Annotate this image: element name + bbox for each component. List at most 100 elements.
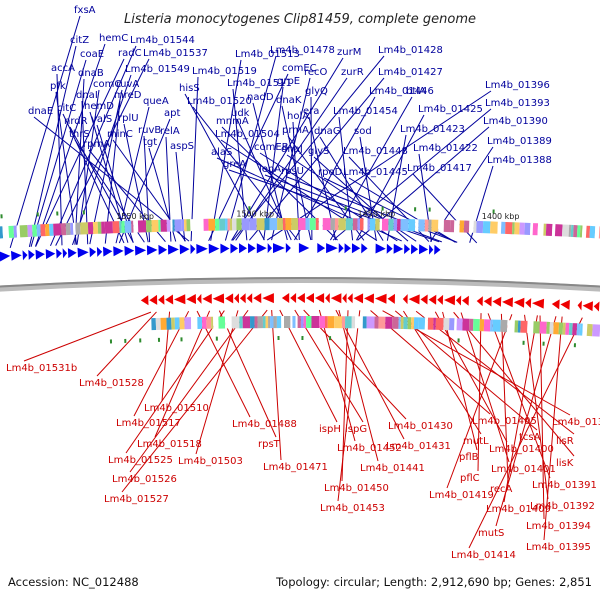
reverse-leader-line: [495, 316, 557, 527]
reverse-leader-line: [318, 309, 356, 442]
forward-gene-label: nrdR: [64, 116, 88, 127]
reverse-leader-line: [446, 314, 513, 489]
gene-arrow: [28, 249, 35, 260]
gene-arrow: [56, 248, 62, 259]
cog-block: [291, 218, 299, 230]
cog-block: [284, 316, 291, 328]
cog-block: [497, 221, 502, 234]
cog-block: [172, 219, 175, 232]
forward-leader-line: [263, 86, 284, 241]
cog-block: [124, 220, 132, 233]
gene-arrow: [325, 293, 330, 304]
cog-block: [393, 218, 398, 231]
cog-block: [473, 220, 477, 233]
forward-gene-label: lepA: [259, 164, 281, 175]
cog-block: [403, 317, 408, 330]
forward-gene-label: sod: [354, 126, 372, 137]
cog-block: [573, 225, 578, 238]
forward-gene-label: dnaJ: [281, 144, 303, 155]
cog-block: [514, 222, 520, 235]
cog-block: [352, 218, 358, 231]
reverse-leader-line: [524, 314, 549, 500]
cog-block: [397, 218, 401, 231]
cog-block: [345, 218, 353, 231]
forward-leader-line: [56, 73, 63, 246]
forward-gene-label: Lm4b_01427: [378, 67, 443, 78]
reverse-gene-label: Lm4b_01525: [108, 455, 173, 466]
forward-gene-label: citZ: [70, 35, 89, 46]
cog-block: [507, 320, 515, 333]
forward-gene-label: radC: [118, 48, 142, 59]
gene-arrow: [239, 293, 246, 304]
gene-arrow: [89, 247, 97, 258]
cog-block: [208, 218, 216, 231]
cog-block: [303, 316, 307, 328]
forward-gene-label: Lm4b_01448: [343, 146, 408, 157]
gene-arrow: [353, 293, 364, 304]
reverse-gene-label: Lm4b_01419: [429, 490, 494, 501]
cog-block: [500, 221, 506, 234]
cog-block: [292, 316, 296, 328]
cog-block: [137, 220, 147, 233]
forward-gene-label: Lm4b_01478: [270, 45, 335, 56]
forward-gene-label: citC: [57, 103, 76, 114]
cog-block: [60, 223, 67, 236]
cog-block: [276, 316, 282, 329]
cog-block: [257, 316, 263, 329]
gene-arrow: [239, 243, 247, 254]
scale-tick-label: 1400 kbp: [482, 212, 520, 221]
cog-block: [330, 218, 335, 231]
gene-arrow: [202, 293, 212, 304]
cog-block: [87, 222, 94, 235]
forward-gene-label: rpoD: [318, 167, 343, 178]
cog-block: [375, 218, 380, 231]
cog-block: [225, 218, 228, 231]
gene-arrow: [0, 251, 11, 262]
forward-leader-line: [271, 77, 311, 241]
cog-block: [345, 316, 352, 329]
gene-arrow: [582, 301, 593, 312]
cog-block: [179, 317, 185, 330]
cog-block: [184, 317, 192, 330]
cog-block: [306, 316, 312, 328]
cog-block: [225, 316, 232, 329]
gene-arrow: [113, 246, 124, 257]
cog-block: [211, 316, 214, 329]
reverse-leader-line: [154, 310, 211, 438]
gene-arrow: [364, 293, 374, 304]
cog-block: [325, 316, 328, 329]
cog-block: [309, 218, 316, 230]
cog-block: [359, 218, 364, 231]
cog-block: [438, 219, 444, 232]
forward-gene-label: Lm4b_01513: [235, 49, 300, 60]
cog-block: [543, 223, 547, 236]
forward-gene-label: dnaE: [28, 106, 53, 117]
cog-block: [80, 222, 89, 235]
reverse-gene-label: tcsA: [519, 432, 541, 443]
forward-gene-label: thrS: [69, 129, 90, 140]
cog-block: [398, 316, 401, 329]
forward-leader-line: [224, 55, 277, 241]
cog-block: [407, 317, 412, 330]
reverse-gene-label: Lm4b_01488: [232, 419, 297, 430]
forward-leader-line: [55, 58, 150, 246]
cog-block: [558, 322, 564, 335]
forward-gene-label: Lm4b_01388: [487, 155, 552, 166]
cog-block: [388, 218, 394, 231]
gene-arrow: [149, 294, 158, 305]
gene-arrow: [429, 244, 434, 255]
cog-block: [300, 316, 304, 328]
cog-block: [281, 316, 284, 328]
cog-block: [40, 224, 46, 237]
cog-block: [49, 223, 54, 236]
forward-leader-line: [81, 100, 89, 245]
cog-block: [250, 316, 255, 329]
cog-block: [282, 218, 286, 230]
gene-arrow: [444, 295, 456, 306]
reverse-leader-line: [500, 313, 509, 483]
cog-block: [203, 218, 209, 231]
gene-arrow: [525, 298, 532, 309]
cog-block: [218, 316, 226, 329]
cog-block: [520, 320, 528, 333]
forward-gene-label: greA: [223, 159, 246, 170]
